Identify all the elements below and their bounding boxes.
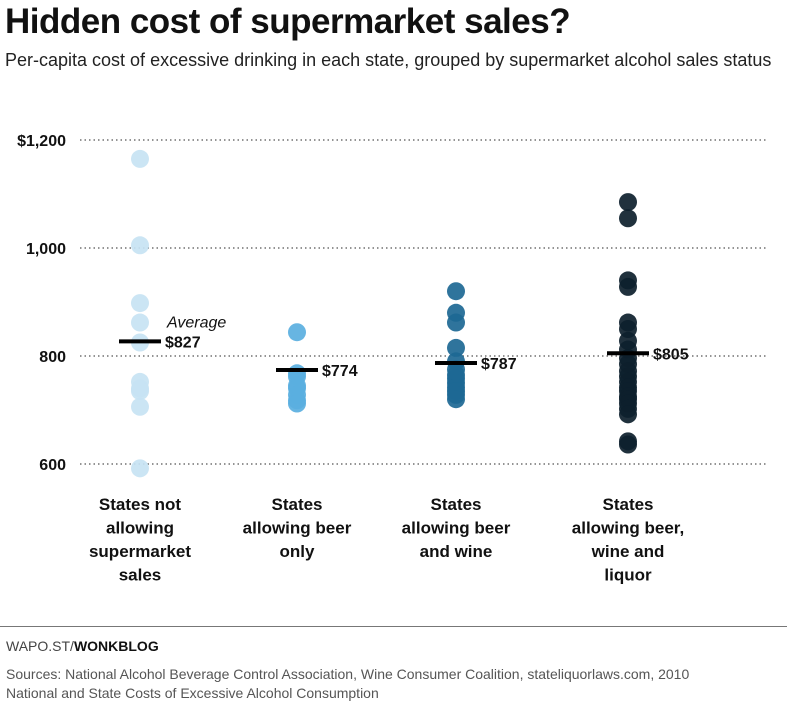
data-point (131, 294, 149, 313)
data-point (447, 282, 465, 301)
category-label: supermarket (89, 542, 191, 561)
category-label: and wine (420, 542, 493, 561)
category-label: allowing beer (402, 519, 511, 538)
source-brand: WONKBLOG (73, 638, 159, 654)
category-label: States (271, 495, 322, 514)
category-label: allowing (106, 519, 174, 538)
y-tick-label: 600 (39, 457, 66, 474)
average-value-label: $787 (481, 356, 517, 373)
data-point (619, 277, 637, 296)
footer-source-credit: WAPO.ST/WONKBLOG (6, 638, 159, 654)
chart-subtitle: Per-capita cost of excessive drinking in… (5, 50, 772, 70)
y-tick-label: 800 (39, 349, 66, 366)
average-value-label: $805 (653, 346, 689, 363)
data-point (131, 397, 149, 416)
category-label: States (602, 495, 653, 514)
dot-plot-chart: $1,200 1,000 800 600 $827 Average States not al… (17, 133, 768, 585)
category-label: liquor (604, 566, 652, 585)
footer-divider (0, 626, 787, 627)
y-tick-label: 1,000 (26, 241, 66, 258)
data-point (447, 390, 465, 409)
sources-line-2: National and State Costs of Excessive Al… (6, 685, 379, 701)
data-point (619, 405, 637, 424)
average-value-label: $774 (322, 363, 358, 380)
data-point (619, 435, 637, 454)
average-annotation: Average (166, 314, 226, 331)
data-point (288, 394, 306, 413)
data-point (131, 459, 149, 478)
category-label: wine and (591, 542, 665, 561)
y-tick-label: $1,200 (17, 133, 66, 150)
data-point (131, 149, 149, 168)
data-point (131, 313, 149, 332)
category-label: sales (119, 566, 162, 585)
data-point (288, 323, 306, 342)
chart-title: Hidden cost of supermarket sales? (5, 2, 571, 41)
category-label: only (280, 542, 315, 561)
sources-line-1: Sources: National Alcohol Beverage Contr… (6, 666, 690, 682)
source-prefix: WAPO.ST/ (6, 638, 74, 654)
footer-sources: Sources: National Alcohol Beverage Contr… (6, 665, 786, 703)
data-point (447, 338, 465, 357)
average-value-label: $827 (165, 334, 201, 351)
data-point (619, 193, 637, 212)
data-point (131, 382, 149, 401)
category-label: States not (99, 495, 182, 514)
data-point (447, 313, 465, 332)
data-point (131, 236, 149, 255)
category-label: allowing beer (243, 519, 352, 538)
data-point (619, 209, 637, 228)
category-label: allowing beer, (572, 519, 684, 538)
category-label: States (430, 495, 481, 514)
